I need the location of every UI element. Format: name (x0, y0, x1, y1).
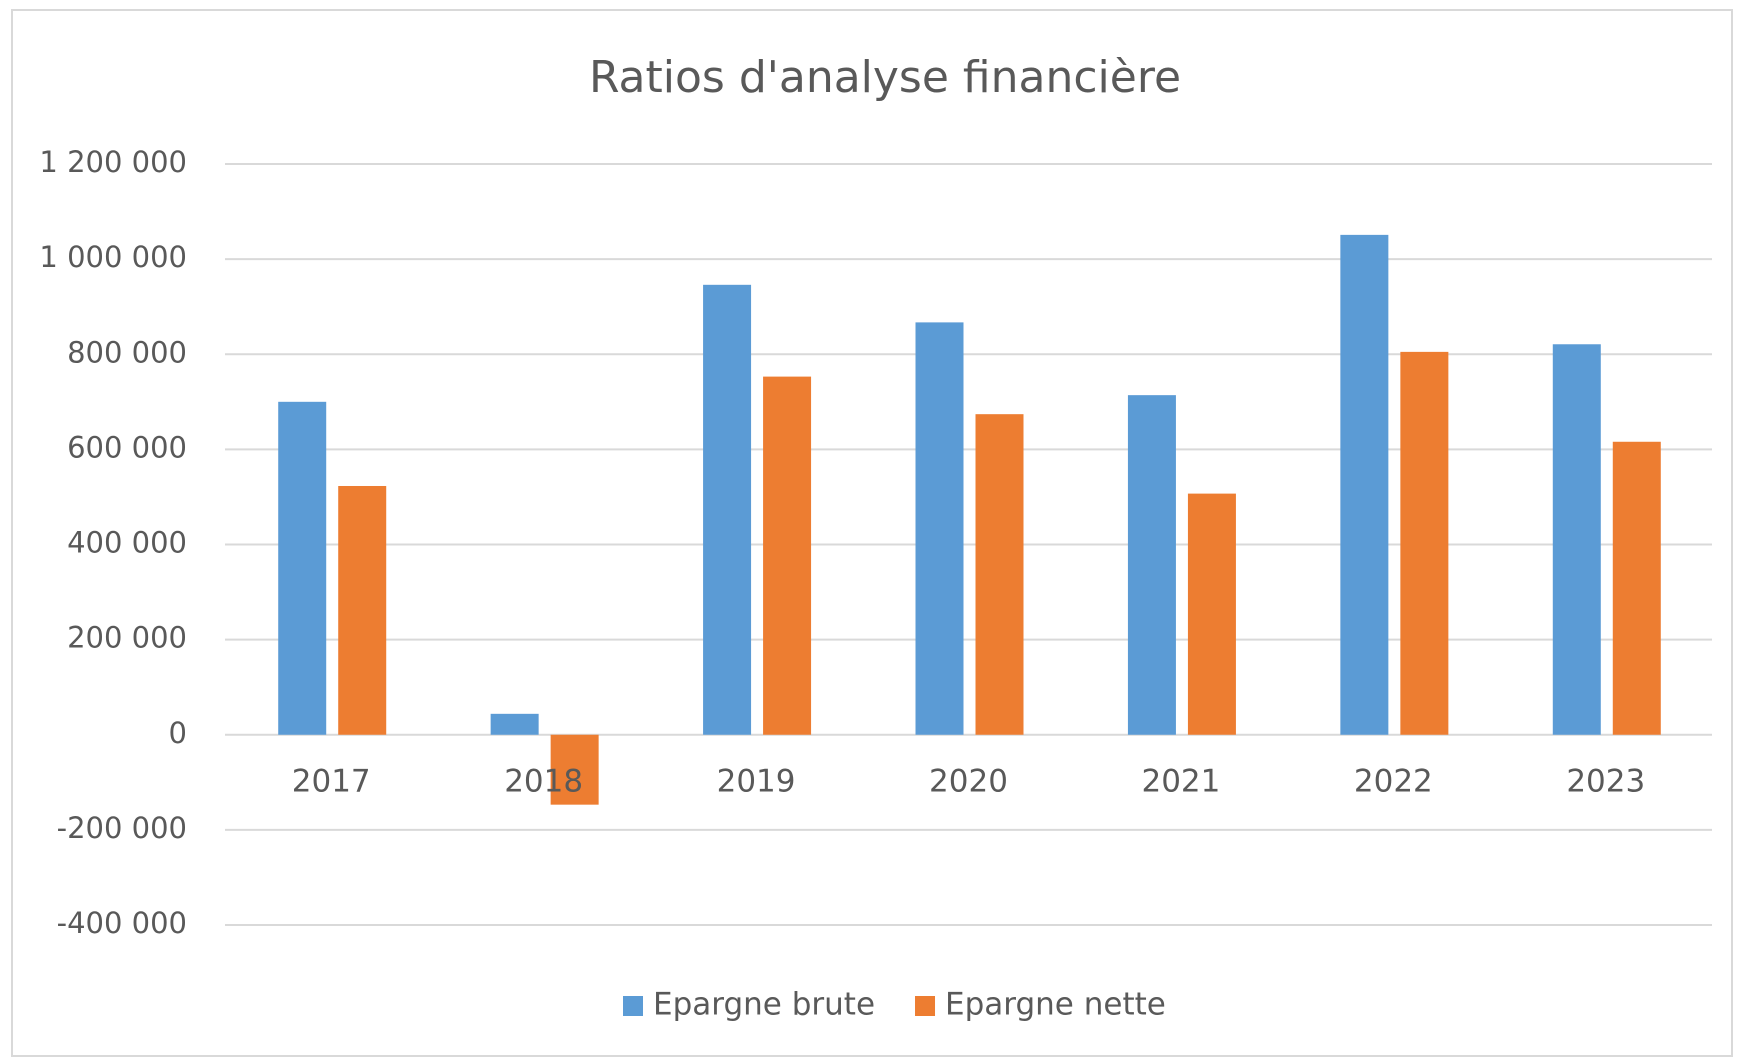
y-tick-label: 600 000 (67, 430, 187, 464)
legend-label: Epargne brute (653, 987, 875, 1023)
bar (278, 401, 327, 735)
y-tick-label: -200 000 (57, 811, 187, 845)
x-tick-label: 2020 (929, 763, 1008, 799)
bar (490, 713, 539, 735)
y-tick-label: 0 (169, 716, 187, 750)
chart-frame (11, 9, 1733, 1057)
bar (1340, 234, 1389, 735)
y-tick-label: 1 000 000 (39, 240, 187, 274)
bar (1127, 395, 1176, 735)
y-tick-label: 1 200 000 (39, 145, 187, 179)
legend-swatch (915, 996, 936, 1016)
bar (975, 414, 1024, 735)
y-tick-label: 800 000 (67, 335, 187, 369)
chart-title: Ratios d'analyse financière (589, 52, 1181, 103)
bar (915, 322, 964, 735)
bar (763, 376, 812, 735)
x-tick-label: 2022 (1354, 763, 1433, 799)
bar (703, 284, 752, 735)
bar (338, 485, 387, 735)
y-tick-label: 200 000 (67, 621, 187, 655)
y-tick-label: -400 000 (57, 906, 187, 940)
y-tick-label: 400 000 (67, 526, 187, 560)
bar (1612, 441, 1661, 735)
x-tick-label: 2023 (1566, 763, 1645, 799)
bar (1400, 351, 1449, 735)
legend-swatch (623, 996, 643, 1016)
x-tick-label: 2021 (1141, 763, 1220, 799)
x-tick-label: 2017 (292, 763, 371, 799)
legend-label: Epargne nette (945, 987, 1166, 1023)
x-tick-label: 2018 (504, 763, 583, 799)
bar (1187, 493, 1236, 735)
bar (550, 734, 599, 805)
bar (1552, 344, 1601, 735)
x-tick-label: 2019 (717, 763, 796, 799)
